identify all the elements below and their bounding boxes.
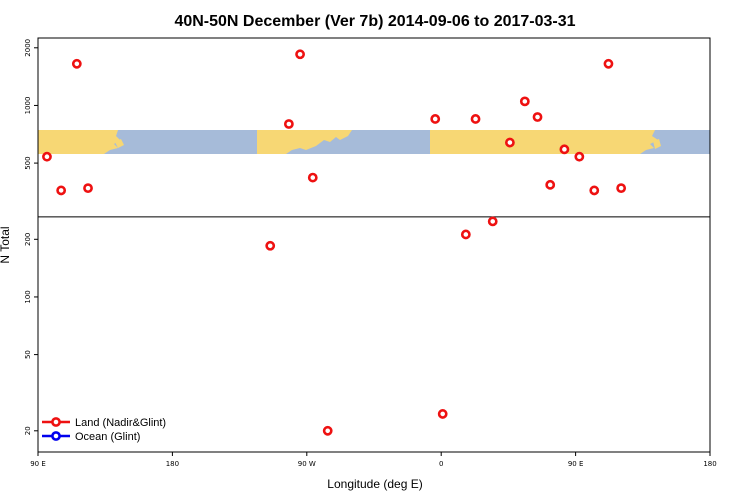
- x-axis: 90 E 180 90 W 0 90 E 180: [30, 452, 717, 468]
- map-land-shape-5: [457, 130, 466, 138]
- x-tick-label-5: 180: [703, 460, 716, 468]
- x-tick-label-2: 90 W: [298, 460, 316, 468]
- x-tick-label-3: 0: [439, 460, 443, 468]
- point-0-20: [589, 185, 600, 196]
- point-0-3: [83, 183, 93, 194]
- data-points: [42, 49, 627, 436]
- point-0-13: [487, 216, 498, 227]
- legend: Land (Nadir&Glint) Ocean (Glint): [42, 417, 166, 443]
- y-tick-label-4: 500: [24, 156, 32, 169]
- point-0-2: [71, 58, 82, 69]
- y-axis-label: N Total: [0, 226, 12, 263]
- y-tick-label-3: 200: [24, 233, 32, 246]
- y-tick-label-5: 1000: [24, 97, 32, 115]
- x-axis-label: Longitude (deg E): [327, 477, 422, 491]
- point-0-10: [437, 409, 448, 419]
- map-land-shape-3: [115, 139, 124, 148]
- point-0-21: [603, 58, 614, 69]
- point-0-19: [574, 151, 585, 162]
- map-land-shapes: [38, 130, 661, 154]
- point-0-16: [532, 112, 543, 122]
- map-land-shape-4: [653, 139, 661, 149]
- legend-marker-1: [51, 431, 61, 441]
- y-tick-label-0: 20: [24, 426, 32, 435]
- point-0-17: [545, 179, 556, 190]
- point-0-11: [460, 229, 471, 240]
- legend-label-1: Ocean (Glint): [75, 431, 140, 443]
- point-0-12: [470, 114, 481, 124]
- legend-marker-0: [51, 417, 61, 427]
- x-tick-label-1: 180: [166, 460, 179, 468]
- x-tick-label-4: 90 E: [568, 460, 584, 468]
- legend-label-0: Land (Nadir&Glint): [75, 417, 166, 429]
- point-0-15: [519, 96, 530, 107]
- point-0-8: [322, 425, 333, 436]
- point-0-7: [307, 172, 318, 183]
- point-0-0: [42, 151, 52, 162]
- point-0-9: [430, 114, 441, 124]
- map-land-shape-1: [257, 130, 352, 154]
- y-axis: 20 50 100 200 500 1000 2000: [24, 39, 38, 435]
- y-tick-label-6: 2000: [24, 39, 32, 57]
- y-tick-label-1: 50: [24, 350, 32, 359]
- point-0-18: [559, 144, 570, 155]
- y-tick-label-2: 100: [24, 290, 32, 303]
- point-0-6: [295, 49, 305, 60]
- map-land-shape-2: [430, 130, 658, 154]
- world-map-strip: [38, 130, 710, 154]
- point-0-14: [504, 137, 515, 148]
- plot-frame: [37, 37, 711, 453]
- x-tick-label-0: 90 E: [30, 460, 46, 468]
- point-0-22: [616, 183, 627, 194]
- chart-title: 40N-50N December (Ver 7b) 2014-09-06 to …: [174, 13, 575, 30]
- point-0-4: [265, 240, 276, 251]
- point-0-5: [283, 119, 294, 129]
- map-land-shape-0: [38, 130, 120, 154]
- point-0-1: [56, 185, 67, 196]
